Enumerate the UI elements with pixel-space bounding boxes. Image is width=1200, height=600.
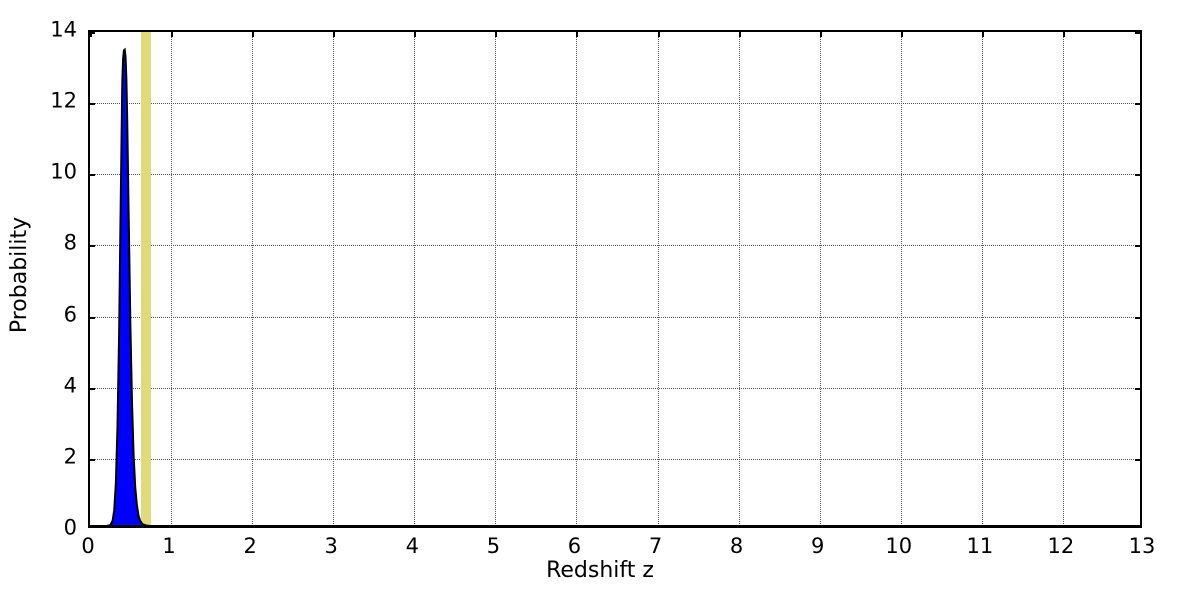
x-tick: [1063, 526, 1065, 528]
y-tick: [90, 103, 95, 106]
y-tick-label: 6: [63, 302, 77, 327]
x-tick-top: [414, 32, 417, 37]
x-tick-label: 6: [567, 534, 582, 558]
gridline-vertical: [981, 32, 983, 526]
gridline-vertical: [1062, 32, 1064, 526]
y-tick-right: [1135, 245, 1140, 248]
y-tick: [90, 458, 95, 461]
y-tick-right: [1135, 103, 1140, 106]
y-tick-right: [1135, 387, 1140, 390]
gridline-horizontal: [90, 103, 1140, 105]
y-tick-right: [1135, 458, 1140, 461]
x-tick-label: 1: [162, 534, 176, 558]
x-tick-label: 12: [1047, 534, 1075, 558]
x-tick-label: 5: [486, 534, 501, 558]
x-tick: [901, 526, 903, 528]
gridline-vertical: [414, 32, 416, 526]
y-tick: [90, 174, 95, 177]
x-tick-top: [900, 32, 903, 37]
y-tick-label: 10: [50, 159, 77, 184]
x-tick-top: [657, 32, 660, 37]
x-tick: [90, 526, 92, 528]
x-tick-top: [576, 32, 579, 37]
x-tick: [414, 526, 416, 528]
x-tick: [495, 526, 497, 528]
x-axis-label: Redshift z: [546, 558, 654, 583]
x-tick-label: 4: [405, 534, 419, 558]
x-tick-label: 7: [648, 534, 663, 558]
gridline-vertical: [576, 32, 578, 526]
spectroscopic-redshift-band: [141, 32, 151, 526]
y-tick-right: [1135, 32, 1140, 34]
gridline-vertical: [819, 32, 821, 526]
probability-density-curve: [90, 32, 1140, 526]
y-tick-label: 8: [63, 230, 77, 255]
x-tick: [982, 526, 984, 528]
gridline-horizontal: [90, 458, 1140, 460]
x-tick-top: [495, 32, 498, 37]
x-tick: [658, 526, 660, 528]
x-tick-top: [171, 32, 174, 37]
x-tick-top: [90, 32, 92, 37]
gridline-horizontal: [90, 245, 1140, 247]
y-tick: [90, 387, 95, 390]
x-tick-top: [981, 32, 984, 37]
gridline-vertical: [252, 32, 254, 526]
x-tick-label: 0: [81, 534, 95, 558]
x-tick-top: [333, 32, 336, 37]
y-axis-label-wrapper: Probability: [0, 0, 40, 600]
x-tick-top: [738, 32, 741, 37]
y-tick-label: 0: [63, 515, 77, 540]
y-tick-label: 2: [63, 444, 77, 469]
x-tick: [576, 526, 578, 528]
gridline-horizontal: [90, 174, 1140, 176]
x-tick-label: 3: [324, 534, 338, 558]
x-tick-top: [819, 32, 822, 37]
y-tick-label: 14: [50, 17, 77, 42]
gridline-vertical: [333, 32, 335, 526]
x-tick-label: 13: [1128, 534, 1156, 558]
x-tick-top: [1062, 32, 1065, 37]
x-tick-label: 8: [729, 534, 744, 558]
x-tick: [333, 526, 335, 528]
y-axis-label: Probability: [7, 216, 32, 334]
gridline-vertical: [738, 32, 740, 526]
x-tick-label: 9: [811, 534, 825, 558]
x-tick-label: 11: [966, 534, 994, 558]
x-tick: [820, 526, 822, 528]
gridline-horizontal: [90, 316, 1140, 318]
gridline-vertical: [657, 32, 659, 526]
y-tick: [90, 32, 95, 34]
gridline-vertical: [171, 32, 173, 526]
y-tick-right: [1135, 316, 1140, 319]
gridline-vertical: [495, 32, 497, 526]
plot-area: [88, 30, 1142, 528]
x-tick-label: 10: [885, 534, 913, 558]
x-tick: [252, 526, 254, 528]
y-tick-right: [1135, 174, 1140, 177]
gridline-vertical: [900, 32, 902, 526]
x-tick: [739, 526, 741, 528]
y-tick-label: 4: [63, 373, 77, 398]
x-tick: [171, 526, 173, 528]
y-tick: [90, 245, 95, 248]
x-tick-label: 2: [243, 534, 257, 558]
y-tick-label: 12: [50, 88, 77, 113]
x-tick-top: [252, 32, 255, 37]
gridline-horizontal: [90, 387, 1140, 389]
y-tick: [90, 316, 95, 319]
